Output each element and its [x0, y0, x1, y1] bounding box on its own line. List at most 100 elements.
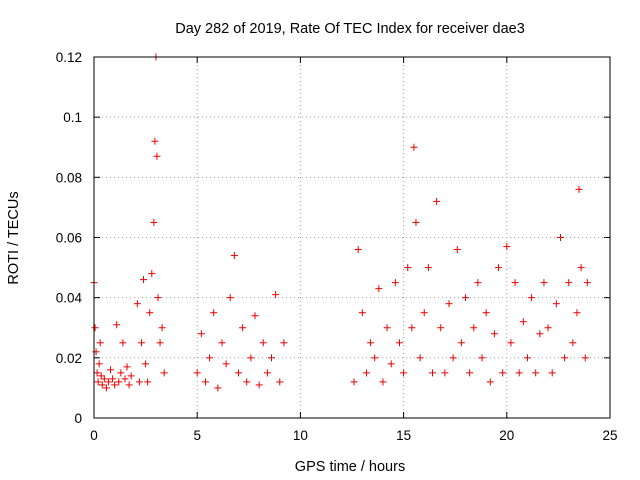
data-point [222, 360, 230, 368]
data-point [268, 354, 276, 362]
y-tick-label: 0.08 [56, 170, 82, 185]
data-point [117, 369, 125, 377]
data-point [125, 381, 133, 389]
data-point [280, 339, 288, 347]
data-point [375, 285, 383, 293]
data-point [536, 330, 544, 338]
data-point [499, 369, 507, 377]
data-point [151, 137, 159, 145]
data-point [158, 324, 166, 332]
data-point [197, 330, 205, 338]
data-point [91, 324, 99, 332]
data-point [410, 143, 418, 151]
x-axis-title: GPS time / hours [295, 459, 405, 475]
x-tick-label: 10 [293, 428, 308, 443]
data-point [383, 324, 391, 332]
data-point [255, 381, 263, 389]
y-tick-label: 0.06 [56, 231, 82, 246]
data-point [511, 279, 519, 287]
x-tick-label: 0 [90, 428, 98, 443]
data-point [408, 324, 416, 332]
x-tick-label: 20 [499, 428, 514, 443]
data-point [379, 378, 387, 386]
data-point [109, 375, 117, 383]
data-point [528, 294, 536, 302]
data-point [150, 218, 158, 226]
data-point [449, 354, 457, 362]
data-point [412, 218, 420, 226]
chart-title: Day 282 of 2019, Rate Of TEC Index for r… [175, 21, 525, 37]
data-point [575, 185, 583, 193]
data-point [95, 360, 103, 368]
data-point [519, 318, 527, 326]
data-point [119, 339, 127, 347]
data-point [251, 312, 259, 320]
data-point [154, 294, 162, 302]
data-point [371, 354, 379, 362]
y-tick-label: 0.04 [56, 291, 83, 306]
data-point [135, 378, 143, 386]
data-point [503, 243, 511, 251]
data-point [94, 378, 102, 386]
data-point [424, 264, 432, 272]
data-point [140, 276, 148, 284]
data-point [400, 369, 408, 377]
data-point [214, 384, 222, 392]
y-axis-title: ROTI / TECUs [6, 191, 22, 284]
data-point [160, 369, 168, 377]
data-point [153, 152, 161, 160]
data-point [573, 309, 581, 317]
data-point [462, 294, 470, 302]
data-point [428, 369, 436, 377]
data-point [354, 246, 362, 254]
data-point [210, 309, 218, 317]
data-point [478, 354, 486, 362]
data-point [515, 369, 523, 377]
y-tick-labels: 0 0.02 0.04 0.06 0.08 0.1 0.12 [56, 50, 83, 426]
data-point [569, 339, 577, 347]
data-point [276, 378, 284, 386]
x-tick-label: 25 [602, 428, 617, 443]
data-point [466, 369, 474, 377]
data-point [123, 363, 131, 371]
data-point [556, 234, 564, 241]
data-point [445, 300, 453, 308]
data-point [263, 369, 271, 377]
data-point [486, 378, 494, 386]
data-point [259, 339, 267, 347]
data-point [470, 324, 478, 332]
data-point [441, 369, 449, 377]
y-tick-label: 0.12 [56, 50, 82, 65]
data-point [457, 339, 465, 347]
x-tick-label: 15 [396, 428, 411, 443]
data-point [218, 339, 226, 347]
data-point [100, 375, 108, 383]
data-point [96, 339, 104, 347]
data-point [577, 264, 585, 272]
data-points [90, 53, 591, 392]
data-point [453, 246, 461, 254]
x-tick-labels: 0 5 10 15 20 25 [90, 428, 617, 443]
data-point [420, 309, 428, 317]
y-tick-label: 0.1 [63, 110, 82, 125]
data-point [121, 375, 129, 383]
plot-frame [93, 56, 611, 419]
data-point [137, 339, 145, 347]
data-point [495, 264, 503, 272]
data-point [532, 369, 540, 377]
data-point [146, 309, 154, 317]
data-point [387, 360, 395, 368]
data-point [156, 339, 164, 347]
data-point [433, 197, 441, 205]
y-tick-label: 0 [74, 411, 82, 426]
data-point [230, 252, 238, 260]
data-point [490, 330, 498, 338]
data-point [367, 339, 375, 347]
data-point [540, 279, 548, 287]
data-point [247, 354, 255, 362]
data-point [350, 378, 358, 386]
data-point [133, 300, 141, 308]
data-point [243, 378, 251, 386]
